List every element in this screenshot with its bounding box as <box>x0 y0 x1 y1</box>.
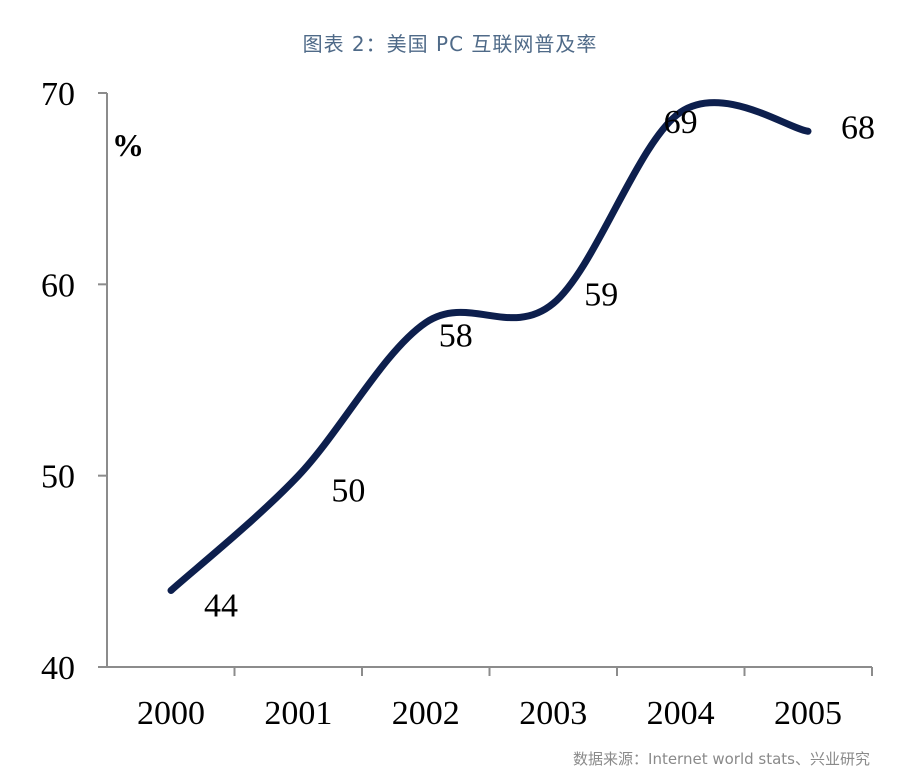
chart-axes <box>106 93 872 668</box>
x-tick-label: 2001 <box>264 695 332 732</box>
y-tick-label: 70 <box>41 76 75 113</box>
chart-title: 图表 2：美国 PC 互联网普及率 <box>302 32 598 56</box>
x-tick-label: 2002 <box>392 695 460 732</box>
x-tick-label: 2000 <box>137 695 205 732</box>
data-label: 69 <box>664 104 698 141</box>
data-label: 58 <box>439 318 473 355</box>
data-labels: 44 50 58 59 69 68 <box>204 104 875 624</box>
y-tick-label: 50 <box>41 459 75 496</box>
data-label: 44 <box>204 587 238 624</box>
x-tick-label: 2005 <box>774 695 842 732</box>
x-tick-label: 2003 <box>519 695 587 732</box>
source-note: 数据来源：Internet world stats、兴业研究 <box>573 750 870 768</box>
y-unit-label: % <box>112 127 144 163</box>
data-label: 68 <box>841 109 875 146</box>
x-axis-ticks: 2000 2001 2002 2003 2004 2005 <box>137 667 873 732</box>
data-label: 59 <box>584 276 618 313</box>
y-tick-label: 60 <box>41 267 75 304</box>
x-tick-label: 2004 <box>647 695 715 732</box>
series-line-group <box>167 99 812 594</box>
data-label: 50 <box>331 473 365 510</box>
series-line <box>167 99 812 594</box>
y-axis-ticks: 40 50 60 70 <box>41 76 107 687</box>
y-tick-label: 40 <box>41 650 75 687</box>
